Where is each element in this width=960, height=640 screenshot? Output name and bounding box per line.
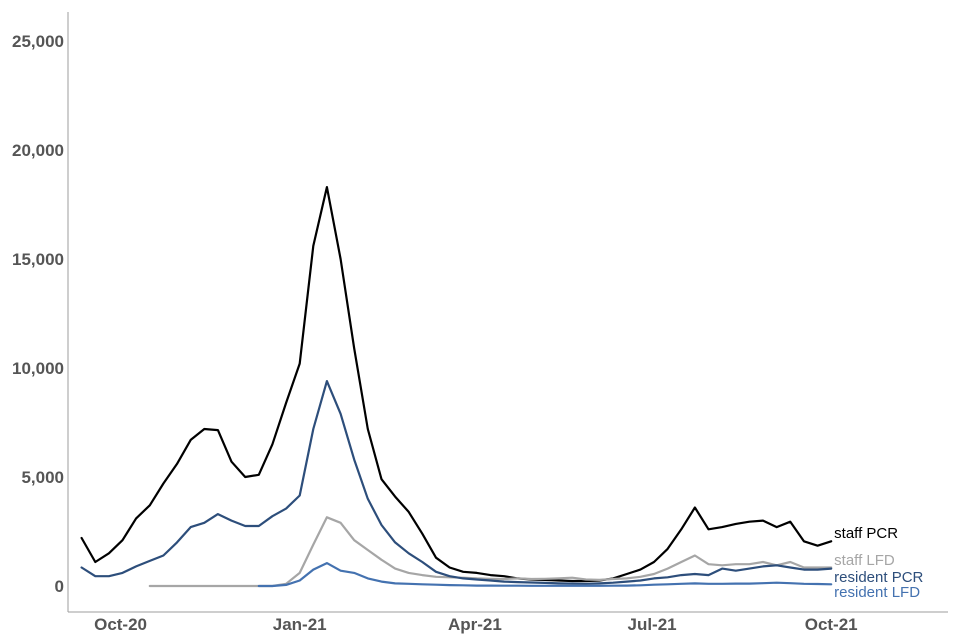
series-label-staff-lfd: staff LFD (834, 552, 895, 569)
y-tick-label: 15,000 (12, 250, 64, 269)
series-label-resident-lfd: resident LFD (834, 584, 920, 601)
x-tick-label: Apr-21 (448, 615, 502, 634)
x-axis: Oct-20 Jan-21 Apr-21 Jul-21 Oct-21 (68, 611, 948, 634)
x-tick-label: Jul-21 (628, 615, 677, 634)
y-tick-label: 0 (55, 577, 64, 596)
y-tick-label: 25,000 (12, 32, 64, 51)
y-tick-label: 10,000 (12, 359, 64, 378)
series-label-resident-pcr: resident PCR (834, 569, 923, 586)
series-label-staff-pcr: staff PCR (834, 525, 898, 542)
y-tick-label: 5,000 (21, 468, 64, 487)
series-line-resident-lfd (257, 562, 833, 588)
x-tick-label: Oct-20 (94, 615, 147, 634)
x-tick-label: Oct-21 (805, 615, 858, 634)
y-axis: 0 5,000 10,000 15,000 20,000 25,000 (12, 12, 69, 612)
series-line-resident-pcr (80, 380, 833, 585)
y-tick-label: 20,000 (12, 141, 64, 160)
series-line-staff-pcr (80, 186, 833, 583)
series-lines (80, 186, 833, 588)
x-tick-label: Jan-21 (273, 615, 327, 634)
